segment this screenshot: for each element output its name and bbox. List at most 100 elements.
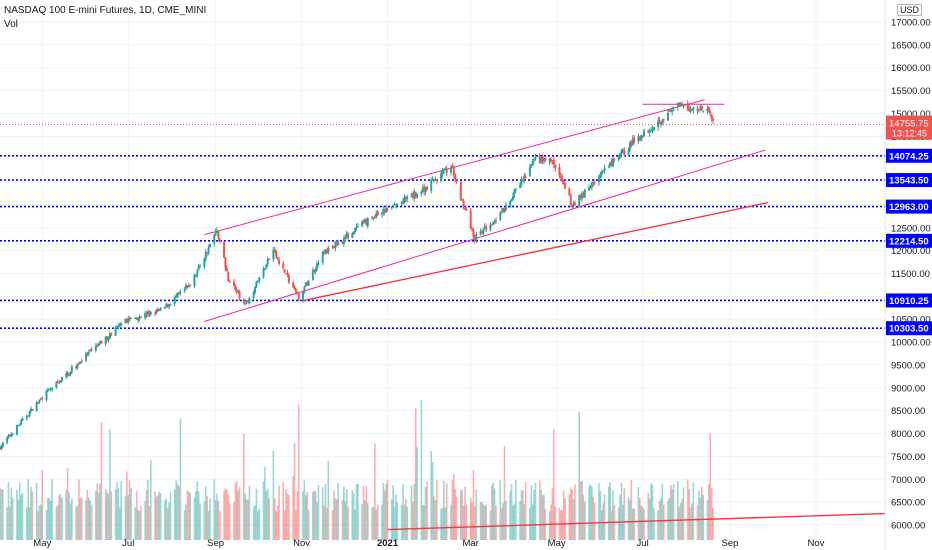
price-axis[interactable] [885, 0, 932, 550]
volume-bar [18, 482, 21, 540]
volume-bar [186, 490, 189, 540]
volume-bar [333, 490, 335, 540]
candle-body [223, 241, 226, 259]
candle-body [582, 192, 585, 197]
volume-bar [66, 468, 69, 540]
candle-body [265, 264, 268, 268]
volume-bar [203, 501, 206, 540]
symbol-title[interactable]: NASDAQ 100 E-mini Futures, 1D, CME_MINI [4, 5, 207, 16]
candle-body [692, 107, 695, 111]
candle-body [175, 296, 178, 298]
volume-bar [144, 501, 146, 540]
candle-body [495, 220, 498, 222]
candle-body [511, 196, 514, 200]
candle-body [185, 284, 188, 289]
volume-bar [56, 505, 59, 540]
candle-body [548, 158, 551, 162]
volume-bar [631, 508, 634, 540]
volume-bar [209, 498, 211, 540]
candle-body [380, 212, 383, 215]
volume-indicator-label[interactable]: Vol [4, 19, 18, 30]
candle-body [504, 204, 507, 211]
time-tick-label: Sep [722, 538, 739, 549]
candle-body [97, 343, 100, 346]
candle-body [392, 205, 395, 207]
candle-body [266, 258, 269, 264]
candle-body [30, 408, 33, 411]
candle-body [390, 206, 393, 209]
volume-bar [312, 491, 314, 540]
volume-bar [569, 487, 572, 540]
volume-bar [581, 480, 583, 540]
volume-bar [483, 506, 486, 540]
volume-bar [17, 499, 20, 540]
candle-body [96, 345, 99, 347]
candle-body [411, 193, 414, 198]
candle-body [90, 349, 93, 351]
candle-body [213, 234, 216, 244]
candle-body [49, 388, 52, 390]
candle-body [361, 221, 364, 227]
candle-body [404, 196, 407, 200]
volume-bar [55, 506, 58, 540]
volume-bar [334, 498, 337, 540]
volume-bar [213, 479, 216, 540]
trend-lines[interactable] [204, 99, 886, 531]
candle-body [519, 185, 522, 188]
candle-body [15, 425, 18, 435]
volume-bar [688, 489, 690, 540]
volume-bar [633, 508, 635, 540]
candle-body [533, 159, 536, 161]
volume-bar [529, 507, 531, 540]
level-label-text: 10303.50 [889, 324, 929, 335]
candle-body [176, 292, 179, 298]
volume-bar [85, 500, 87, 540]
bar-countdown: 13:12:45 [892, 129, 927, 139]
candle-body [106, 336, 109, 340]
volume-bar [106, 492, 108, 540]
volume-bar [579, 481, 582, 540]
candle-body [485, 226, 488, 231]
currency-badge[interactable]: USD [897, 4, 923, 16]
volume-bar [640, 505, 643, 540]
candle-body [490, 224, 493, 226]
volume-bar [37, 511, 39, 540]
candle-body [137, 319, 140, 321]
candle-body [424, 187, 427, 193]
candle-body [104, 336, 107, 345]
volume-bar [157, 495, 159, 540]
candle-body [7, 435, 10, 438]
volume-bar [79, 498, 82, 540]
candle-body [479, 231, 482, 235]
candle-body [314, 269, 317, 272]
volume-bar [599, 490, 602, 540]
volume-bar [35, 483, 38, 540]
candle-body [351, 233, 354, 239]
volume-bar [51, 479, 53, 540]
volume-bars [0, 399, 714, 540]
volume-bar [638, 498, 641, 540]
volume-bar [560, 510, 562, 540]
level-label: 12963.00 [886, 199, 932, 214]
candle-body [530, 164, 533, 168]
candle-body [617, 156, 620, 160]
volume-bar [514, 479, 517, 540]
volume-bar [41, 470, 44, 540]
candle-body [607, 167, 610, 169]
volume-bar [591, 486, 593, 540]
candle-body [55, 381, 58, 388]
candle-body [125, 319, 128, 323]
volume-bar [268, 498, 270, 540]
volume-bar [266, 489, 269, 540]
volume-bar [653, 508, 655, 540]
candle-body [225, 268, 228, 271]
price-tick-label: 16500.00 [891, 40, 931, 51]
candle-body [69, 371, 72, 375]
volume-bar [629, 500, 631, 540]
volume-bar [406, 506, 409, 540]
volume-bar [175, 480, 177, 540]
volume-bar [224, 488, 227, 540]
volume-bar [420, 399, 423, 540]
candle-body [17, 425, 20, 427]
